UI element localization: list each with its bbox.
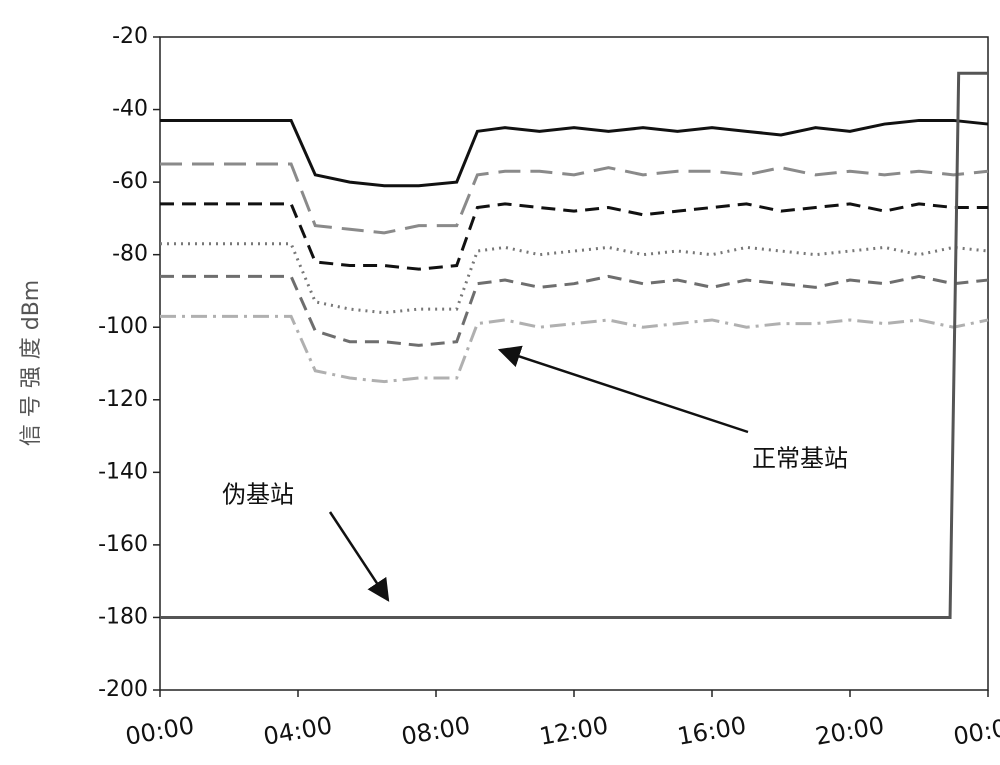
y-tick-label: -20 xyxy=(112,24,148,49)
series-line xyxy=(160,71,988,619)
y-tick-label: -120 xyxy=(98,387,148,412)
x-tick-label: 04:00 xyxy=(261,711,334,751)
x-tick-label: 00:00 xyxy=(123,711,196,751)
y-tick-label: -60 xyxy=(112,169,148,194)
series-line xyxy=(160,242,989,315)
y-tick-label: -160 xyxy=(98,532,148,557)
annotation-arrow xyxy=(328,511,390,602)
series-line xyxy=(160,274,989,347)
series-line xyxy=(160,162,989,235)
annotation-arrow xyxy=(497,345,749,434)
series-line xyxy=(160,118,989,188)
x-tick-label: 16:00 xyxy=(675,711,748,751)
y-tick-label: -40 xyxy=(112,97,148,122)
series-line xyxy=(160,314,989,384)
y-tick-label: -80 xyxy=(112,242,148,267)
y-tick-label: -100 xyxy=(98,314,148,339)
series-line xyxy=(160,202,988,271)
y-tick-label: -180 xyxy=(98,604,148,629)
y-axis-label: 信 号 强 度 dBm xyxy=(19,280,44,446)
y-tick-label: -140 xyxy=(98,459,148,484)
plot-frame xyxy=(159,36,989,691)
annotation: 正常基站 xyxy=(752,445,848,473)
x-tick-label: 12:00 xyxy=(537,711,610,751)
x-tick-label: 08:00 xyxy=(399,711,472,751)
annotation: 伪基站 xyxy=(222,481,294,509)
y-tick-label: -200 xyxy=(98,677,148,702)
x-tick-label: 20:00 xyxy=(813,711,886,751)
x-tick-label: 00:00 xyxy=(951,711,1000,751)
